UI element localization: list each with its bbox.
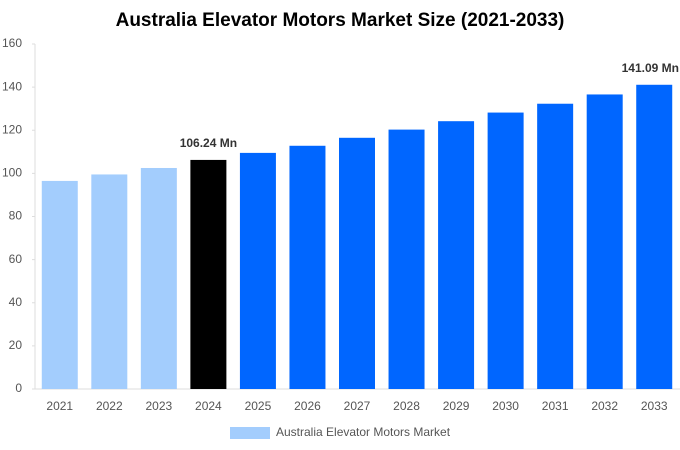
x-tick-label: 2026 — [294, 399, 321, 413]
y-tick-label: 40 — [9, 295, 23, 309]
x-tick-label: 2024 — [195, 399, 222, 413]
y-tick-label: 120 — [2, 122, 22, 136]
y-tick-label: 0 — [15, 381, 22, 395]
x-tick-label: 2021 — [46, 399, 73, 413]
bar — [41, 180, 78, 389]
bar — [636, 84, 673, 389]
x-tick-label: 2033 — [641, 399, 668, 413]
bar — [438, 121, 475, 389]
x-tick-label: 2022 — [96, 399, 123, 413]
x-tick-label: 2025 — [245, 399, 272, 413]
bar — [537, 103, 574, 390]
bar — [190, 159, 227, 389]
bar — [339, 137, 375, 389]
x-tick-label: 2029 — [443, 399, 470, 413]
x-tick-label: 2023 — [145, 399, 172, 413]
y-tick-label: 100 — [2, 166, 22, 180]
y-tick-label: 20 — [9, 338, 23, 352]
x-tick-label: 2028 — [393, 399, 420, 413]
y-tick-label: 80 — [9, 209, 23, 223]
x-tick-label: 2030 — [492, 399, 519, 413]
x-tick-label: 2027 — [344, 399, 371, 413]
legend-label: Australia Elevator Motors Market — [276, 425, 451, 439]
chart-title: Australia Elevator Motors Market Size (2… — [116, 10, 565, 31]
value-label: 106.24 Mn — [180, 136, 237, 150]
x-tick-label: 2032 — [591, 399, 618, 413]
y-tick-label: 160 — [2, 36, 22, 50]
bar — [487, 112, 524, 389]
y-tick-label: 140 — [2, 79, 22, 93]
bar — [388, 129, 425, 389]
bar — [289, 145, 326, 389]
legend-swatch — [230, 427, 270, 439]
bar — [586, 94, 623, 390]
y-tick-label: 60 — [9, 252, 23, 266]
x-tick-label: 2031 — [542, 399, 569, 413]
bar — [239, 152, 276, 389]
bar — [140, 167, 177, 389]
bar — [91, 174, 128, 389]
value-label: 141.09 Mn — [622, 61, 679, 75]
